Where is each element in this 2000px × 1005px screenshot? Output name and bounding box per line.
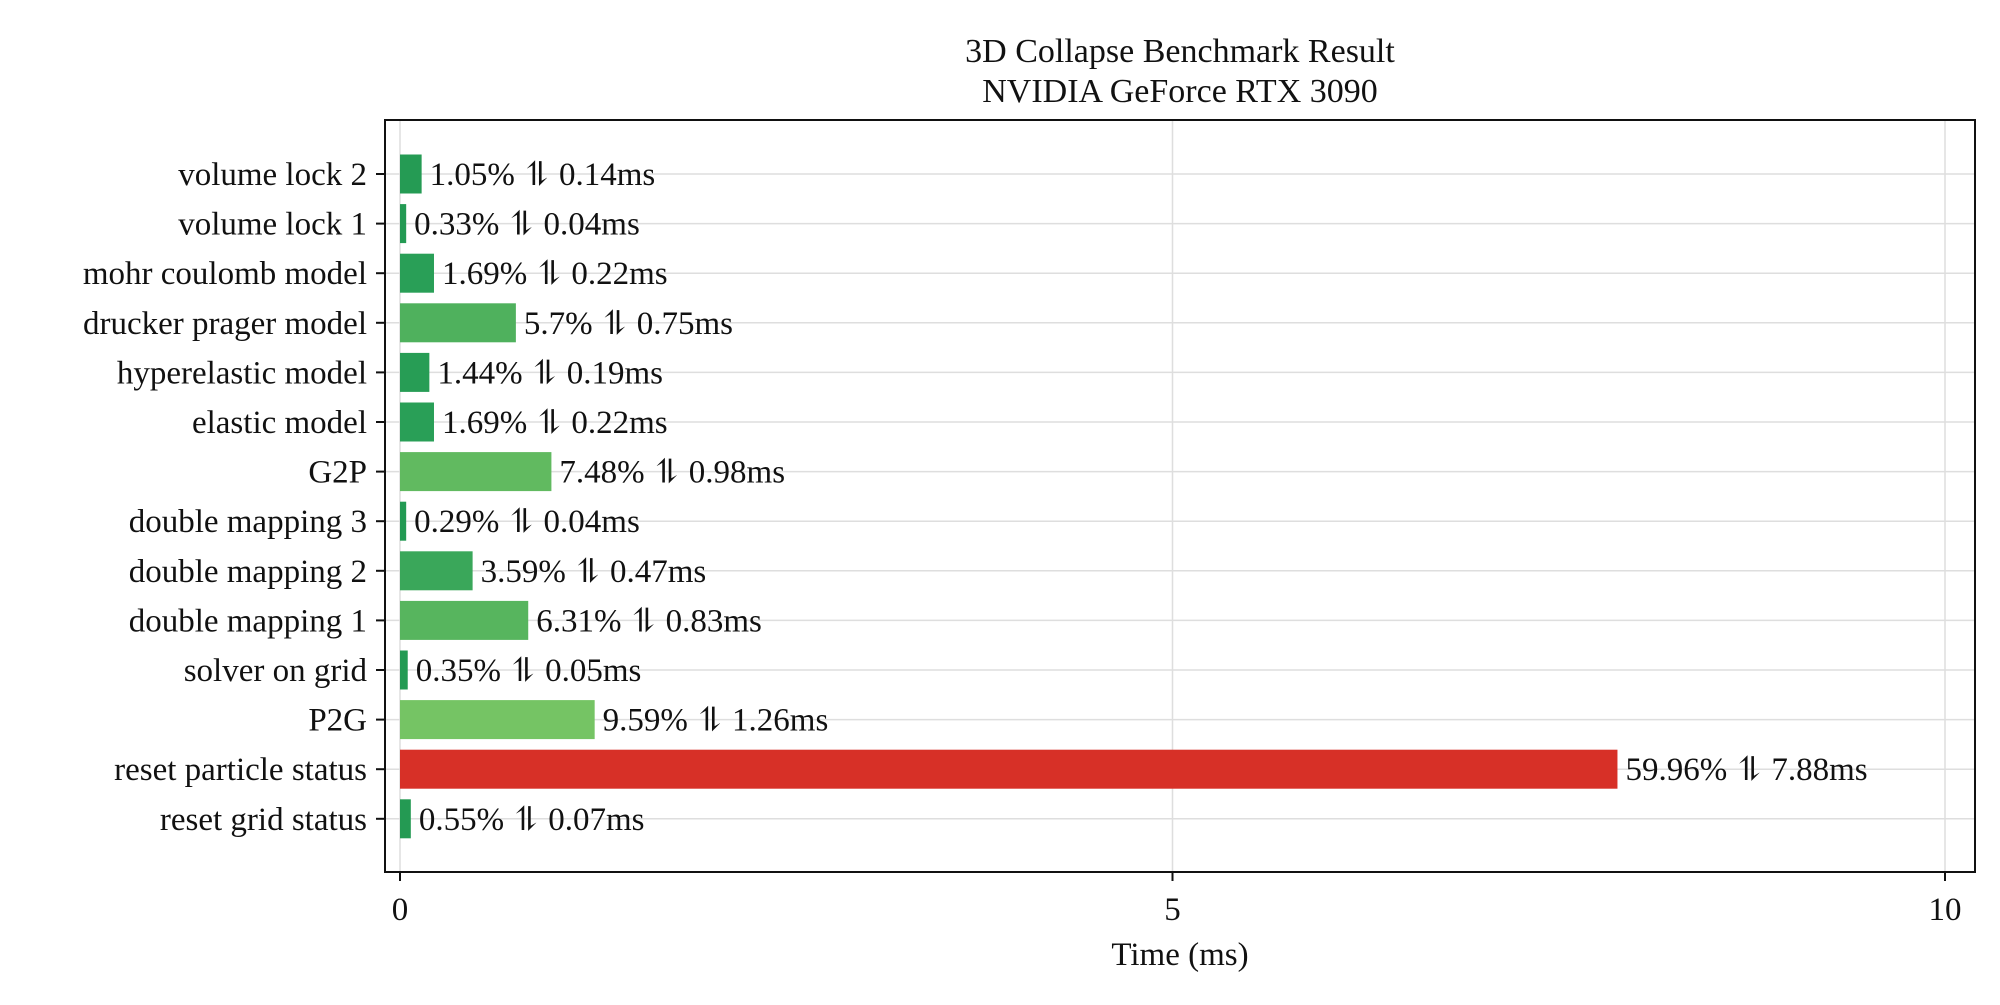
bar [400, 551, 473, 591]
category-label: volume lock 2 [178, 157, 367, 193]
x-tick-label: 0 [392, 892, 409, 928]
chart-subtitle: NVIDIA GeForce RTX 3090 [982, 73, 1378, 110]
category-label: G2P [308, 455, 367, 491]
chart-title: 3D Collapse Benchmark Result [965, 33, 1395, 70]
y-axis-ticks: volume lock 2 volume lock 1 mohr coulomb m… [83, 157, 385, 838]
bar-data-label: 1.69% ⥮ 0.22ms [442, 405, 668, 441]
category-label: double mapping 2 [129, 554, 367, 590]
category-label: volume lock 1 [178, 207, 367, 243]
category-label: P2G [308, 703, 367, 739]
bar [400, 402, 434, 442]
bar-data-label: 1.05% ⥮ 0.14ms [430, 157, 656, 193]
bar [400, 749, 1618, 789]
x-tick-label: 10 [1929, 892, 1962, 928]
category-label: double mapping 1 [129, 603, 367, 639]
bar-data-label: 3.59% ⥮ 0.47ms [481, 554, 707, 590]
bar-data-label: 5.7% ⥮ 0.75ms [524, 306, 733, 342]
bar-data-label: 9.59% ⥮ 1.26ms [603, 703, 829, 739]
bar-data-label: 0.55% ⥮ 0.07ms [419, 802, 645, 838]
bar [400, 700, 595, 740]
bar [400, 799, 411, 839]
category-label: drucker prager model [83, 306, 367, 342]
data-labels: 1.05% ⥮ 0.14ms 0.33% ⥮ 0.04ms 1.69% ⥮ 0.22… [414, 157, 1867, 838]
bar [400, 154, 422, 194]
category-label: hyperelastic model [117, 355, 367, 391]
category-label: reset particle status [114, 752, 367, 788]
grid-lines [385, 120, 1975, 872]
x-axis-label: Time (ms) [1111, 937, 1248, 973]
bar [400, 600, 529, 640]
bar-data-label: 0.35% ⥮ 0.05ms [416, 653, 642, 689]
bar [400, 204, 407, 244]
category-label: solver on grid [184, 653, 368, 689]
x-axis-ticks: 0 5 10 [392, 872, 1962, 928]
bar [400, 352, 430, 392]
bar-data-label: 1.69% ⥮ 0.22ms [442, 256, 668, 292]
category-label: mohr coulomb model [83, 256, 367, 292]
bar [400, 501, 407, 541]
bar [400, 650, 408, 690]
bar [400, 452, 552, 492]
bar-data-label: 0.29% ⥮ 0.04ms [414, 504, 640, 540]
bar-data-label: 6.31% ⥮ 0.83ms [536, 603, 762, 639]
category-label: elastic model [192, 405, 367, 441]
x-tick-label: 5 [1164, 892, 1181, 928]
bar [400, 303, 516, 343]
bar-data-label: 0.33% ⥮ 0.04ms [414, 207, 640, 243]
category-label: double mapping 3 [129, 504, 367, 540]
bar-data-label: 1.44% ⥮ 0.19ms [437, 355, 663, 391]
bar-data-label: 7.48% ⥮ 0.98ms [559, 455, 785, 491]
bars [400, 154, 1618, 839]
bar [400, 253, 434, 293]
plot-frame [384, 119, 1976, 873]
bar-data-label: 59.96% ⥮ 7.88ms [1625, 752, 1867, 788]
category-label: reset grid status [160, 802, 367, 838]
